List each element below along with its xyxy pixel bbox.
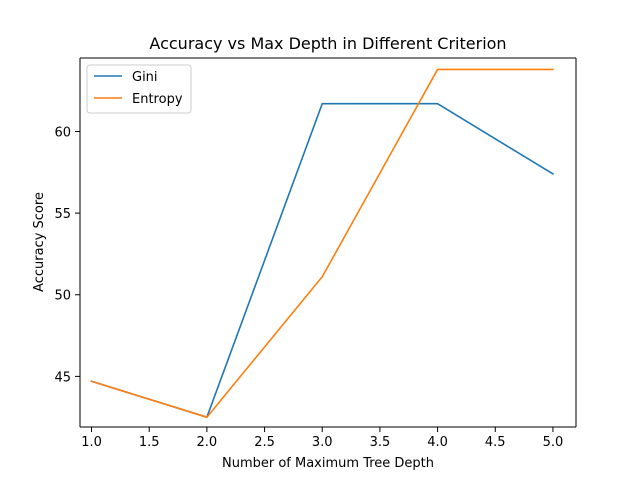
y-tick-label: 45 <box>54 370 71 385</box>
legend: Gini Entropy <box>86 64 192 114</box>
x-tick-label: 4.0 <box>427 435 448 450</box>
axes-frame <box>79 57 577 428</box>
y-tick-label: 50 <box>54 289 71 304</box>
y-axis-ticks: 45 50 55 60 <box>54 125 80 385</box>
legend-label-gini: Gini <box>132 70 158 85</box>
x-tick-label: 3.0 <box>312 435 333 450</box>
plot-background <box>80 58 576 427</box>
y-axis-title: Accuracy Score <box>32 192 47 292</box>
legend-box <box>86 64 192 114</box>
x-tick-label: 3.5 <box>370 435 391 450</box>
chart-title: Accuracy vs Max Depth in Different Crite… <box>149 34 506 53</box>
x-tick-label: 5.0 <box>543 435 564 450</box>
y-tick-label: 60 <box>54 125 71 140</box>
series-line-entropy <box>90 68 554 419</box>
series-layer <box>90 68 555 419</box>
legend-label-entropy: Entropy <box>132 92 183 107</box>
x-axis-title: Number of Maximum Tree Depth <box>222 456 434 471</box>
x-tick-label: 2.5 <box>254 435 275 450</box>
y-tick-label: 55 <box>54 207 71 222</box>
x-tick-label: 1.0 <box>81 435 102 450</box>
plot-area <box>80 58 576 427</box>
x-tick-label: 4.5 <box>485 435 506 450</box>
x-tick-label: 2.0 <box>197 435 218 450</box>
x-tick-label: 1.5 <box>139 435 160 450</box>
x-axis-ticks: 1.0 1.5 2.0 2.5 3.0 3.5 4.0 4.5 5.0 <box>81 427 563 450</box>
